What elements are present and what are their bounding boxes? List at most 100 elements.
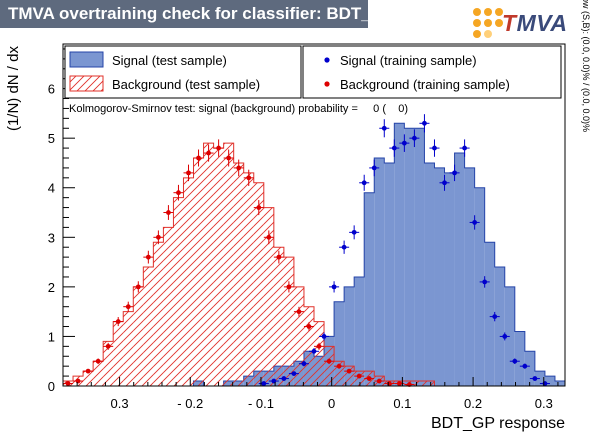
background-training-point (213, 139, 224, 157)
background-training-point (233, 159, 244, 177)
signal-training-point (379, 119, 390, 138)
background-training-point (203, 144, 214, 162)
background-training-point (173, 184, 184, 201)
signal-test-bar (394, 123, 405, 386)
signal-training-point (529, 376, 540, 381)
background-training-point-marker (276, 254, 282, 260)
signal-training-point-marker (512, 358, 518, 364)
background-test-bar (173, 197, 184, 386)
background-test-bar (103, 341, 114, 386)
signal-training-point-marker (502, 334, 508, 339)
background-test-bar (263, 207, 274, 386)
signal-training-point (399, 134, 410, 152)
signal-test-bar (344, 286, 355, 386)
legend-signal-training-label: Signal (training sample) (340, 53, 477, 68)
background-training-point (193, 149, 204, 167)
background-test-bar (193, 158, 204, 386)
x-tick-label: - 0.2 (177, 396, 203, 411)
ks-test-annotation: Kolmogorov-Smirnov test: signal (backgro… (69, 103, 408, 115)
training-points-layer (63, 114, 550, 387)
background-training-point-marker (206, 150, 211, 156)
signal-training-point (258, 381, 269, 386)
signal-training-point (519, 363, 530, 369)
signal-training-point-marker (301, 361, 307, 367)
background-training-point (263, 230, 274, 245)
background-test-bar (203, 143, 214, 386)
background-training-point-marker (145, 254, 151, 260)
signal-training-point (509, 358, 520, 365)
background-training-point-marker (155, 234, 161, 240)
background-training-point (143, 250, 154, 264)
x-tick-label: 0 (328, 396, 335, 411)
tmva-logo: TMVA (470, 6, 596, 40)
signal-training-point (419, 114, 430, 133)
y-tick-label: 3 (48, 230, 55, 245)
legend-background-test-label: Background (test sample) (112, 77, 260, 92)
background-training-point-marker (196, 155, 201, 161)
background-training-point (354, 373, 365, 379)
legend-background-training-marker (324, 81, 330, 87)
signal-training-point (308, 347, 320, 355)
chart-title: TMVA overtraining check for classifier: … (0, 0, 368, 28)
signal-test-bar (454, 153, 465, 386)
background-training-point-marker (346, 368, 352, 374)
signal-training-point-marker (351, 229, 357, 235)
signal-training-point-marker (341, 244, 347, 250)
signal-training-point (479, 276, 490, 288)
background-training-point-marker (386, 381, 392, 386)
signal-training-point (409, 129, 420, 148)
background-training-point-marker (95, 358, 101, 364)
background-training-point-marker (256, 205, 262, 210)
background-training-point (293, 306, 304, 317)
legend-signal-test-swatch (69, 51, 104, 68)
background-test-bar (83, 371, 94, 386)
background-training-point (93, 358, 104, 365)
signal-training-point (489, 311, 500, 322)
signal-training-point-marker (432, 145, 437, 151)
signal-test-bar (554, 381, 565, 386)
signal-training-point (298, 361, 309, 367)
background-training-point-marker (65, 381, 71, 386)
background-training-point-marker (115, 319, 121, 324)
background-training-point-marker (286, 284, 292, 290)
background-training-point-marker (186, 170, 191, 176)
signal-training-point-marker (412, 135, 417, 141)
signal-test-bar (404, 128, 415, 386)
histogram-layer (63, 122, 565, 386)
background-training-point (314, 342, 325, 350)
legend-signal-training-marker (324, 57, 330, 63)
signal-training-point (459, 139, 470, 157)
background-test-bar (314, 321, 325, 386)
signal-training-point-marker (472, 220, 478, 225)
background-training-point-marker (85, 368, 91, 374)
background-training-point-marker (356, 373, 362, 379)
legend-background-training-label: Background (training sample) (340, 77, 510, 92)
signal-training-point (288, 371, 299, 377)
signal-training-point-marker (532, 376, 538, 381)
signal-training-point-marker (371, 165, 377, 171)
background-training-point-marker (236, 165, 242, 171)
background-training-point (63, 381, 74, 386)
signal-test-bar (494, 267, 505, 386)
background-test-bar (243, 172, 254, 386)
background-training-point (113, 317, 124, 327)
background-test-bar (143, 267, 154, 386)
signal-test-bar (374, 158, 385, 386)
signal-training-point (499, 332, 510, 341)
signal-training-point (449, 164, 460, 182)
signal-test-bar (334, 301, 345, 386)
background-training-point-marker (266, 234, 272, 240)
signal-training-point (339, 240, 350, 254)
background-training-point (133, 281, 144, 293)
signal-test-bar (474, 187, 485, 386)
signal-training-point (389, 139, 400, 157)
signal-training-point-marker (391, 145, 397, 151)
background-test-outline (63, 142, 565, 386)
signal-training-point-marker (291, 371, 297, 377)
signal-training-point-marker (281, 376, 287, 381)
background-training-point (324, 358, 335, 365)
background-test-bar (424, 381, 435, 386)
background-test-bar (163, 227, 174, 386)
background-training-point (223, 149, 234, 167)
